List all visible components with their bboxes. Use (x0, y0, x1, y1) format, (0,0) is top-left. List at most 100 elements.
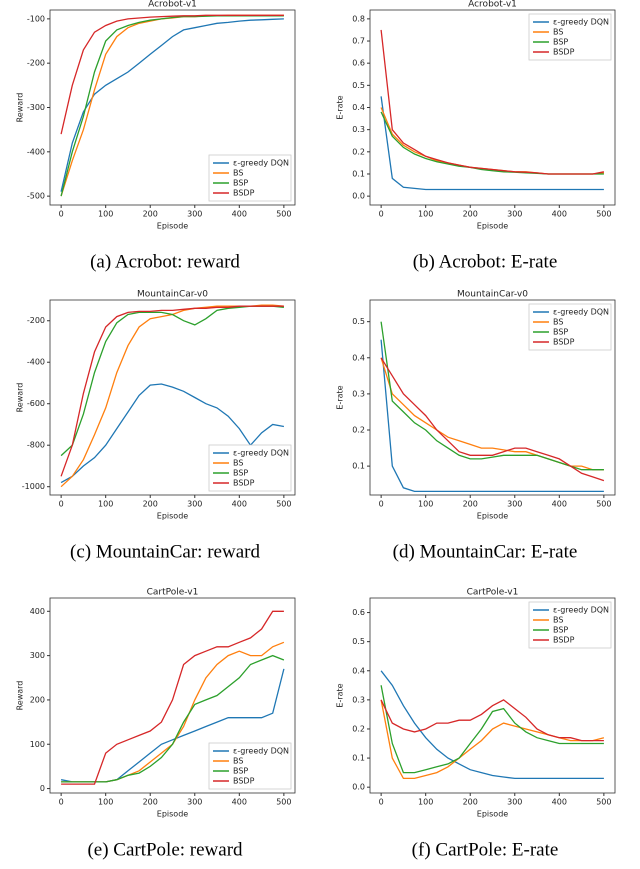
x-tick-label: 300 (187, 798, 202, 807)
y-tick-label: 0.4 (352, 103, 365, 112)
y-tick-label: 0.3 (352, 389, 365, 398)
x-tick-label: 200 (143, 210, 158, 219)
x-tick-label: 500 (276, 798, 291, 807)
x-axis-label: Episode (477, 512, 508, 521)
legend-label: BS (553, 28, 563, 37)
x-tick-label: 0 (379, 798, 384, 807)
y-tick-label: 0.8 (352, 14, 365, 23)
y-tick-label: 0.5 (352, 81, 365, 90)
plot-frame (49, 9, 296, 206)
y-tick-label: -300 (27, 103, 45, 112)
plot-frame (369, 9, 616, 206)
x-axis-label: Episode (477, 222, 508, 231)
x-axis-label: Episode (477, 810, 508, 819)
y-tick-label: -500 (27, 192, 45, 201)
legend-label: ε-greedy DQN (233, 159, 289, 168)
legend-label: BSDP (553, 338, 575, 347)
y-tick-label: 0.6 (352, 608, 365, 617)
y-tick-label: 400 (30, 607, 45, 616)
y-tick-label: 0.4 (352, 666, 365, 675)
y-tick-label: 100 (30, 740, 45, 749)
y-axis-label: E-rate (336, 385, 345, 409)
legend-label: BS (553, 616, 563, 625)
legend-label: ε-greedy DQN (553, 308, 609, 317)
y-tick-label: -100 (27, 14, 45, 23)
series-line (380, 685, 604, 774)
y-tick-label: 0.5 (352, 637, 365, 646)
legend-label: BSDP (553, 48, 575, 57)
y-tick-label: 0.2 (352, 426, 365, 435)
series-line (380, 670, 604, 780)
legend-label: BS (233, 169, 243, 178)
legend-label: BSP (233, 469, 248, 478)
x-tick-label: 0 (59, 500, 64, 509)
x-tick-label: 400 (232, 210, 247, 219)
series-line (60, 18, 284, 192)
x-tick-label: 100 (418, 500, 433, 509)
y-tick-label: 0.2 (352, 724, 365, 733)
series-line (380, 339, 604, 493)
x-tick-label: 500 (596, 798, 611, 807)
y-tick-label: 300 (30, 651, 45, 660)
x-tick-label: 500 (596, 210, 611, 219)
series-line (380, 111, 604, 175)
x-tick-label: 200 (463, 500, 478, 509)
x-tick-label: 500 (276, 210, 291, 219)
caption: (c) MountainCar: reward (70, 541, 260, 562)
legend-label: BS (233, 757, 243, 766)
chart-title: Acrobot-v1 (468, 0, 517, 10)
legend-label: ε-greedy DQN (233, 747, 289, 756)
x-tick-label: 100 (98, 210, 113, 219)
x-tick-label: 0 (379, 210, 384, 219)
caption: (e) CartPole: reward (87, 839, 243, 860)
y-tick-label: -400 (27, 358, 45, 367)
x-tick-label: 100 (418, 210, 433, 219)
x-tick-label: 0 (59, 210, 64, 219)
x-tick-label: 400 (552, 210, 567, 219)
x-tick-label: 300 (507, 210, 522, 219)
caption: (d) MountainCar: E-rate (393, 541, 578, 562)
series-line (380, 699, 605, 780)
x-tick-label: 200 (143, 798, 158, 807)
y-tick-label: 0 (40, 784, 45, 793)
x-tick-label: 400 (552, 500, 567, 509)
y-tick-label: 0.4 (352, 353, 365, 362)
chart-title: MountainCar-v0 (457, 290, 528, 300)
legend-label: BSP (553, 328, 568, 337)
y-tick-label: -200 (27, 59, 45, 68)
x-tick-label: 500 (596, 500, 611, 509)
caption: (f) CartPole: E-rate (412, 839, 559, 860)
x-tick-label: 400 (232, 500, 247, 509)
legend-label: BS (233, 459, 243, 468)
y-tick-label: 0.3 (352, 695, 365, 704)
legend-label: BSP (233, 767, 248, 776)
legend-label: BS (553, 318, 563, 327)
chart-title: Acrobot-v1 (148, 0, 197, 10)
series-line (380, 357, 605, 482)
y-tick-label: -800 (27, 441, 45, 450)
legend-label: ε-greedy DQN (553, 18, 609, 27)
legend-label: ε-greedy DQN (233, 449, 289, 458)
x-tick-label: 0 (59, 798, 64, 807)
legend-label: ε-greedy DQN (553, 606, 609, 615)
legend-label: BSDP (553, 636, 575, 645)
legend-label: BSP (233, 179, 248, 188)
y-tick-label: 0.1 (352, 754, 365, 763)
series-line (380, 357, 604, 471)
x-axis-label: Episode (157, 512, 188, 521)
y-tick-label: 0.0 (352, 783, 365, 792)
y-tick-label: -1000 (22, 482, 45, 491)
x-tick-label: 400 (232, 798, 247, 807)
y-axis-label: Reward (16, 383, 25, 413)
x-tick-label: 0 (379, 500, 384, 509)
y-tick-label: 0.1 (352, 462, 365, 471)
series-line (380, 29, 605, 175)
x-tick-label: 300 (507, 798, 522, 807)
caption: (b) Acrobot: E-rate (413, 251, 558, 272)
chart-title: CartPole-v1 (467, 588, 519, 598)
x-tick-label: 200 (143, 500, 158, 509)
series-line (380, 699, 604, 742)
y-tick-label: 0.3 (352, 125, 365, 134)
